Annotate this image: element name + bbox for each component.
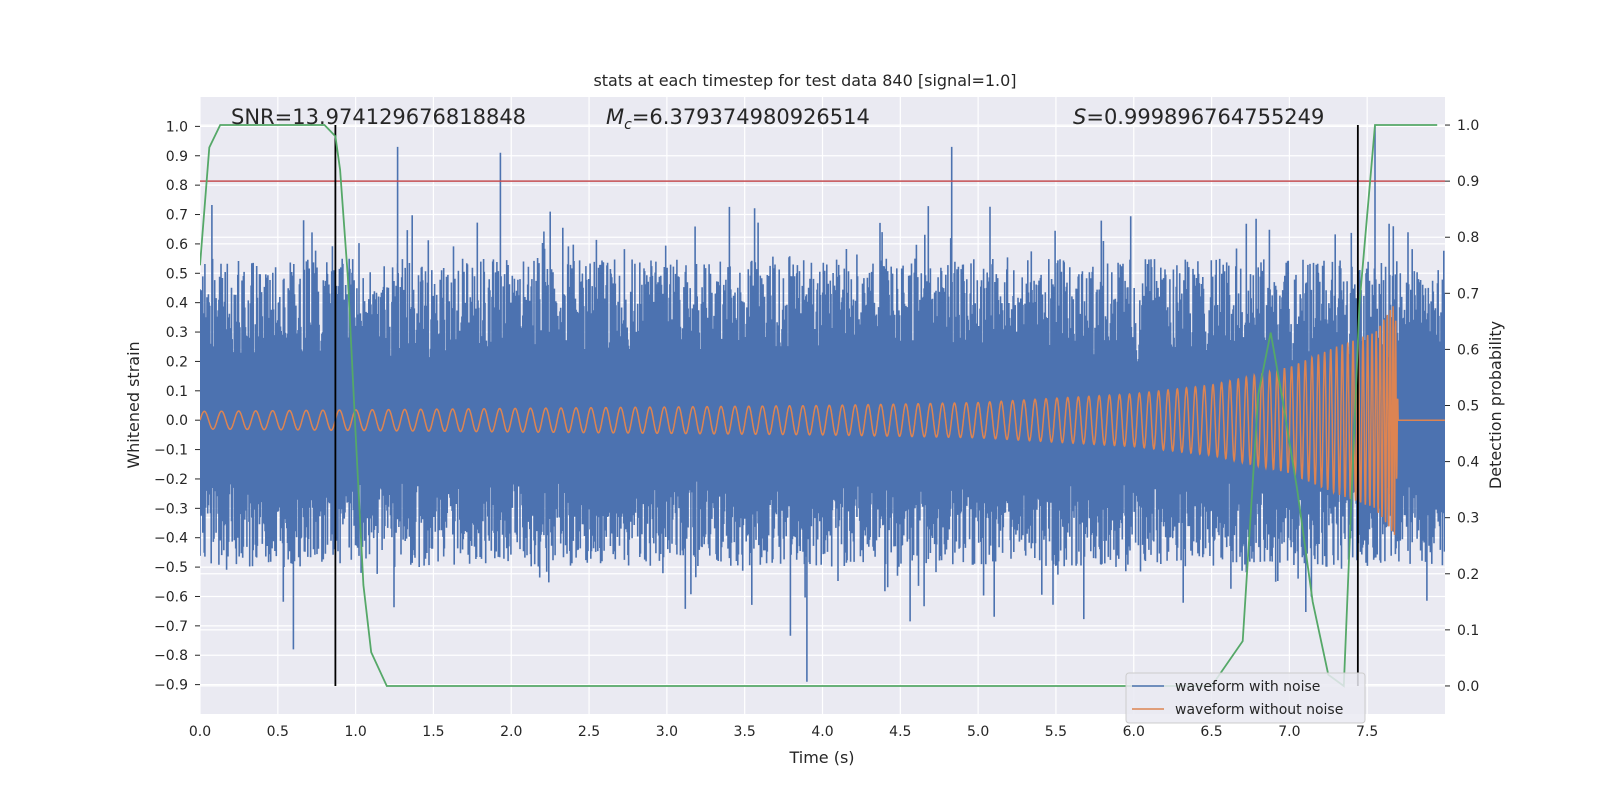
y-tick-label: −0.7 <box>154 619 188 635</box>
y-tick-label: 1.0 <box>166 119 188 135</box>
legend: waveform with noise waveform without noi… <box>1125 672 1366 724</box>
series-detection-probability <box>200 124 1438 688</box>
y2-tick-label: 0.0 <box>1457 679 1479 695</box>
y-axis-ticks: −0.9 −0.8 −0.7 −0.6 −0.5 −0.4 −0.3 −0.2 −0.1 0.0 0… <box>154 119 200 694</box>
x-tick-label: 6.0 <box>1123 724 1145 740</box>
chart-title: stats at each timestep for test data 840… <box>593 71 1016 90</box>
y2-tick-label: 0.6 <box>1457 342 1479 358</box>
x-axis-ticks: 0.0 0.5 1.0 1.5 2.0 2.5 3.0 3.5 4.0 4.5 5.0 5.5 6.0 6… <box>189 724 1378 740</box>
waveform-without-noise-line <box>200 306 1445 535</box>
chirp-mass-symbol: M <box>606 105 624 129</box>
y2-tick-label: 1.0 <box>1457 118 1479 134</box>
legend-label-clean: waveform without noise <box>1175 702 1343 718</box>
y-tick-label: 0.9 <box>166 149 188 165</box>
x-axis-label: Time (s) <box>788 748 854 767</box>
y-tick-label: 0.5 <box>166 266 188 282</box>
y-tick-label: −0.9 <box>154 678 188 694</box>
y-axis-label: Whitened strain <box>124 341 143 468</box>
y-tick-label: 0.4 <box>166 296 188 312</box>
y-tick-label: −0.5 <box>154 560 188 576</box>
y2-tick-label: 0.8 <box>1457 230 1479 246</box>
y-tick-label: 0.2 <box>166 354 188 370</box>
y2-tick-label: 0.5 <box>1457 399 1479 415</box>
y-tick-label: −0.2 <box>154 472 188 488</box>
y2-tick-label: 0.9 <box>1457 174 1479 190</box>
y-tick-label: 0.8 <box>166 178 188 194</box>
x-tick-label: 7.5 <box>1356 724 1378 740</box>
y-tick-label: 0.0 <box>166 413 188 429</box>
y-tick-label: −0.6 <box>154 589 188 605</box>
x-tick-label: 5.0 <box>967 724 989 740</box>
y-tick-label: 0.6 <box>166 237 188 253</box>
legend-label-noise: waveform with noise <box>1175 679 1320 695</box>
x-tick-label: 0.0 <box>189 724 211 740</box>
x-tick-label: 5.5 <box>1045 724 1067 740</box>
x-tick-label: 4.5 <box>889 724 911 740</box>
statistic-value: =0.999896764755249 <box>1086 105 1324 129</box>
x-tick-label: 3.0 <box>656 724 678 740</box>
x-tick-label: 2.0 <box>500 724 522 740</box>
detection-probability-line <box>200 124 1438 688</box>
y2-tick-label: 0.2 <box>1457 567 1479 583</box>
y-tick-label: 0.3 <box>166 325 188 341</box>
x-tick-label: 0.5 <box>267 724 289 740</box>
plot-area <box>200 124 1445 688</box>
y-tick-label: 0.7 <box>166 208 188 224</box>
y-tick-label: −0.3 <box>154 501 188 517</box>
y2-tick-label: 0.3 <box>1457 511 1479 527</box>
y2-axis-label: Detection probability <box>1486 321 1505 489</box>
series-waveform-without-noise <box>200 306 1445 535</box>
chirp-mass-subscript: c <box>624 117 632 133</box>
y-tick-label: −0.8 <box>154 648 188 664</box>
reference-lines <box>200 125 1445 686</box>
x-tick-label: 1.0 <box>344 724 366 740</box>
y-tick-label: 0.1 <box>166 384 188 400</box>
y-tick-label: −0.1 <box>154 443 188 459</box>
x-tick-label: 1.5 <box>422 724 444 740</box>
x-tick-label: 6.5 <box>1200 724 1222 740</box>
chirp-mass-value: =6.379374980926514 <box>632 105 870 129</box>
y2-tick-label: 0.4 <box>1457 455 1479 471</box>
y-tick-label: −0.4 <box>154 531 188 547</box>
legend-box <box>1125 672 1366 724</box>
statistic-annotation: S=0.999896764755249 <box>1073 105 1324 129</box>
statistic-symbol: S <box>1073 105 1086 129</box>
x-tick-label: 4.0 <box>811 724 833 740</box>
x-tick-label: 7.0 <box>1278 724 1300 740</box>
x-tick-label: 3.5 <box>734 724 756 740</box>
chirp-mass-annotation: Mc=6.379374980926514 <box>606 105 870 133</box>
y2-tick-label: 0.1 <box>1457 623 1479 639</box>
y2-axis-ticks: 0.0 0.1 0.2 0.3 0.4 0.5 0.6 0.7 0.8 0.9 1.0 <box>1445 118 1479 695</box>
y2-tick-label: 0.7 <box>1457 286 1479 302</box>
x-tick-label: 2.5 <box>578 724 600 740</box>
snr-annotation: SNR=13.974129676818848 <box>231 105 526 129</box>
